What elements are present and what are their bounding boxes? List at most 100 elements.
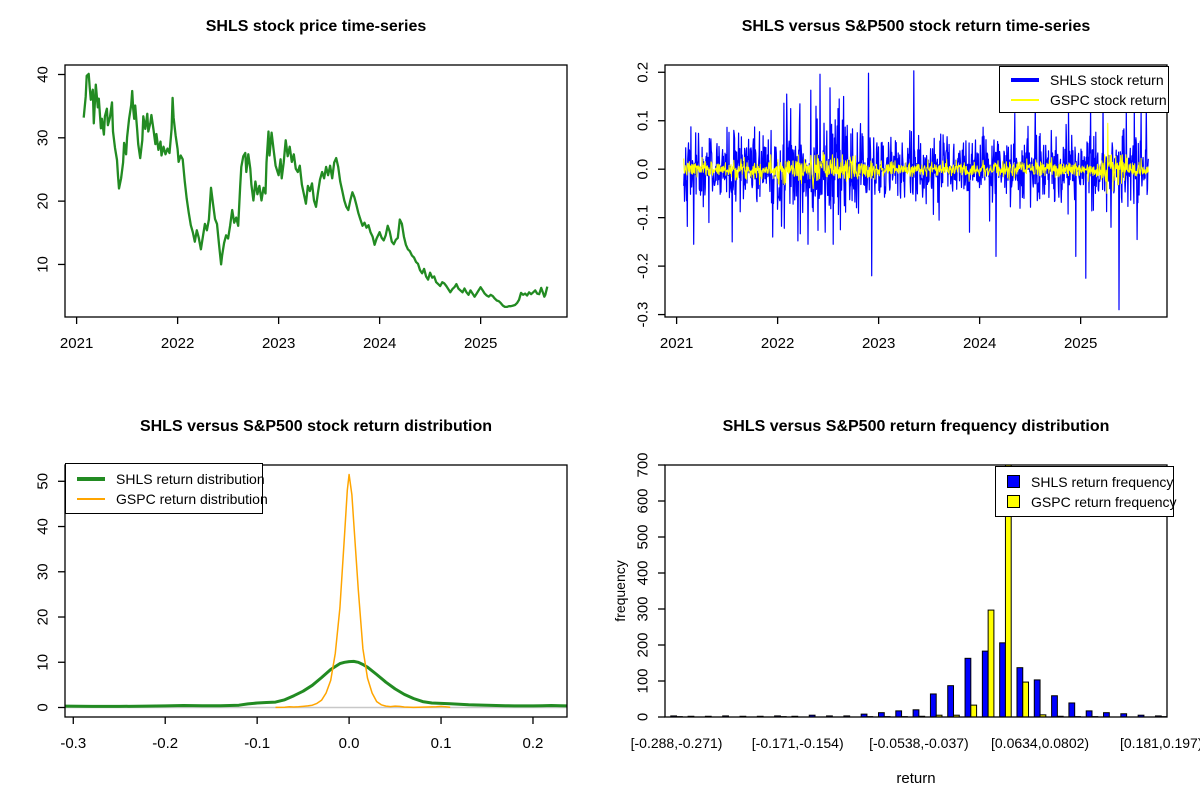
- bin-label: [0.181,0.197): [1120, 735, 1200, 751]
- x-tick-label: 2024: [363, 335, 396, 352]
- plot-box: [664, 64, 1168, 318]
- x-tick-label: -0.2: [152, 735, 178, 752]
- bar-shls-return-frequency: [981, 650, 989, 718]
- plot-box: [664, 464, 1168, 718]
- price-time-series-plot: 10 20 30 40 2021 2022 2023 2024 2025: [35, 64, 568, 352]
- bar-shls-return-frequency: [999, 642, 1006, 718]
- bar-shls-return-frequency: [1068, 702, 1076, 718]
- legend-entry-shls-return: SHLS stock return: [1011, 72, 1168, 88]
- y-tick-label: -0.1: [635, 205, 652, 231]
- bar-shls-return-frequency: [1016, 667, 1024, 718]
- y-tick-label: 200: [635, 632, 652, 657]
- y-tick-label: 300: [635, 596, 652, 621]
- bar-gspc-return-frequency: [970, 704, 978, 718]
- gspc-return-line-swatch: [1011, 98, 1039, 101]
- y-tick-label: 0.2: [635, 62, 652, 83]
- legend-label: SHLS return frequency: [1031, 473, 1174, 490]
- series-shls-return-distribution: [64, 659, 568, 708]
- bar-shls-return-frequency: [964, 657, 972, 718]
- bin-label: [-0.0538,-0.037): [869, 735, 969, 751]
- x-tick-label: 2022: [761, 335, 794, 352]
- return-distribution-plot: 0 10 20 30 40 50 -0.3 -0.2 -0.1 0.0 0.1 0.2: [35, 464, 568, 752]
- legend-label: GSPC return distribution: [116, 490, 268, 507]
- bar-shls-return-frequency: [1051, 695, 1058, 718]
- shls-density-line-swatch: [77, 476, 105, 481]
- y-tick-label: 40: [35, 518, 52, 535]
- legend-label: SHLS return distribution: [116, 470, 265, 487]
- y-tick-label: 0: [635, 713, 652, 721]
- y-tick-label: 0.0: [635, 159, 652, 180]
- panel-return-distribution: 0 10 20 30 40 50 -0.3 -0.2 -0.1 0.0 0.1 0.2 SHLS ve…: [0, 400, 600, 800]
- y-tick-label: 50: [35, 473, 52, 490]
- chart-title: SHLS versus S&P500 stock return distribu…: [139, 418, 493, 435]
- x-tick-label: 2025: [1064, 335, 1097, 352]
- legend-entry-shls-frequency: SHLS return frequency: [1007, 474, 1173, 490]
- legend-entry-gspc-return: GSPC stock return: [1011, 92, 1168, 108]
- bar-shls-return-frequency: [895, 710, 903, 718]
- x-tick-label: 2025: [464, 335, 497, 352]
- legend: SHLS return frequency GSPC return freque…: [995, 466, 1177, 517]
- x-tick-label: 2023: [862, 335, 895, 352]
- y-tick-label: 20: [35, 609, 52, 626]
- y-tick-label: 10: [35, 256, 52, 273]
- x-tick-label: -0.1: [244, 735, 270, 752]
- y-tick-label: 500: [635, 524, 652, 549]
- y-tick-label: 30: [35, 563, 52, 580]
- return-frequency-plot: 0 100 200 300 400 500 600 700 [-0.288,-0.271) [-0…: [612, 452, 1200, 787]
- series-gspc-stock-return: [683, 122, 1149, 194]
- x-tick-label: 2022: [161, 335, 194, 352]
- y-tick-label: 10: [35, 654, 52, 671]
- y-tick-label: 30: [35, 129, 52, 146]
- x-tick-label: 0.2: [523, 735, 544, 752]
- bar-gspc-return-frequency: [987, 609, 995, 718]
- legend-label: SHLS stock return: [1050, 71, 1164, 88]
- y-tick-label: -0.3: [635, 302, 652, 328]
- legend-entry-shls-density: SHLS return distribution: [77, 470, 265, 487]
- y-tick-label: 600: [635, 488, 652, 513]
- chart-title: SHLS stock price time-series: [205, 18, 427, 35]
- y-tick-label: 20: [35, 193, 52, 210]
- y-axis-label: frequency: [612, 560, 628, 621]
- gspc-density-line-swatch: [77, 497, 105, 500]
- plot-box: [64, 64, 568, 318]
- bin-label: [0.0634,0.0802): [991, 735, 1089, 751]
- bar-gspc-return-frequency: [1022, 681, 1030, 718]
- shls-return-line-swatch: [1011, 77, 1039, 82]
- bin-label: [-0.288,-0.271): [631, 735, 723, 751]
- bar-shls-return-frequency: [912, 709, 920, 718]
- bar-shls-return-frequency: [1085, 710, 1093, 718]
- x-tick-label: 0.1: [431, 735, 452, 752]
- series-gspc-return-distribution: [275, 473, 451, 709]
- return-time-series-plot: -0.3 -0.2 -0.1 0.0 0.1 0.2 2021 2022 2023 2024 202…: [635, 62, 1168, 352]
- x-tick-label: 2023: [262, 335, 295, 352]
- bar-shls-return-frequency: [1033, 679, 1041, 718]
- series-shls-price: [82, 72, 549, 309]
- x-tick-label: 2021: [60, 335, 93, 352]
- x-tick-label: -0.3: [60, 735, 86, 752]
- y-tick-label: 0: [35, 703, 52, 711]
- y-tick-label: 400: [635, 560, 652, 585]
- panel-return-time-series: -0.3 -0.2 -0.1 0.0 0.1 0.2 2021 2022 2023 2024 202…: [600, 0, 1200, 400]
- y-tick-label: 100: [635, 668, 652, 693]
- bar-shls-return-frequency: [929, 693, 937, 718]
- y-tick-label: 700: [635, 452, 652, 477]
- chart-title: SHLS versus S&P500 return frequency dist…: [722, 418, 1110, 435]
- x-tick-label: 0.0: [339, 735, 360, 752]
- bar-shls-return-frequency: [947, 685, 955, 718]
- legend: SHLS return distribution GSPC return dis…: [65, 463, 268, 514]
- x-tick-label: 2021: [660, 335, 693, 352]
- y-tick-label: -0.2: [635, 253, 652, 279]
- bin-label: [-0.171,-0.154): [752, 735, 844, 751]
- y-tick-label: 40: [35, 66, 52, 83]
- gspc-frequency-square-swatch: [1007, 495, 1020, 508]
- legend-entry-gspc-frequency: GSPC return frequency: [1007, 494, 1177, 510]
- panel-return-frequency: 0 100 200 300 400 500 600 700 [-0.288,-0.271) [-0…: [600, 400, 1200, 800]
- x-axis-label: return: [896, 770, 935, 787]
- x-tick-label: 2024: [963, 335, 996, 352]
- legend-entry-gspc-density: GSPC return distribution: [77, 491, 268, 507]
- chart-title: SHLS versus S&P500 stock return time-ser…: [741, 18, 1091, 35]
- legend-label: GSPC return frequency: [1031, 493, 1177, 510]
- panel-price-time-series: 10 20 30 40 2021 2022 2023 2024 2025 SHLS stock …: [0, 0, 600, 400]
- shls-frequency-square-swatch: [1007, 475, 1020, 488]
